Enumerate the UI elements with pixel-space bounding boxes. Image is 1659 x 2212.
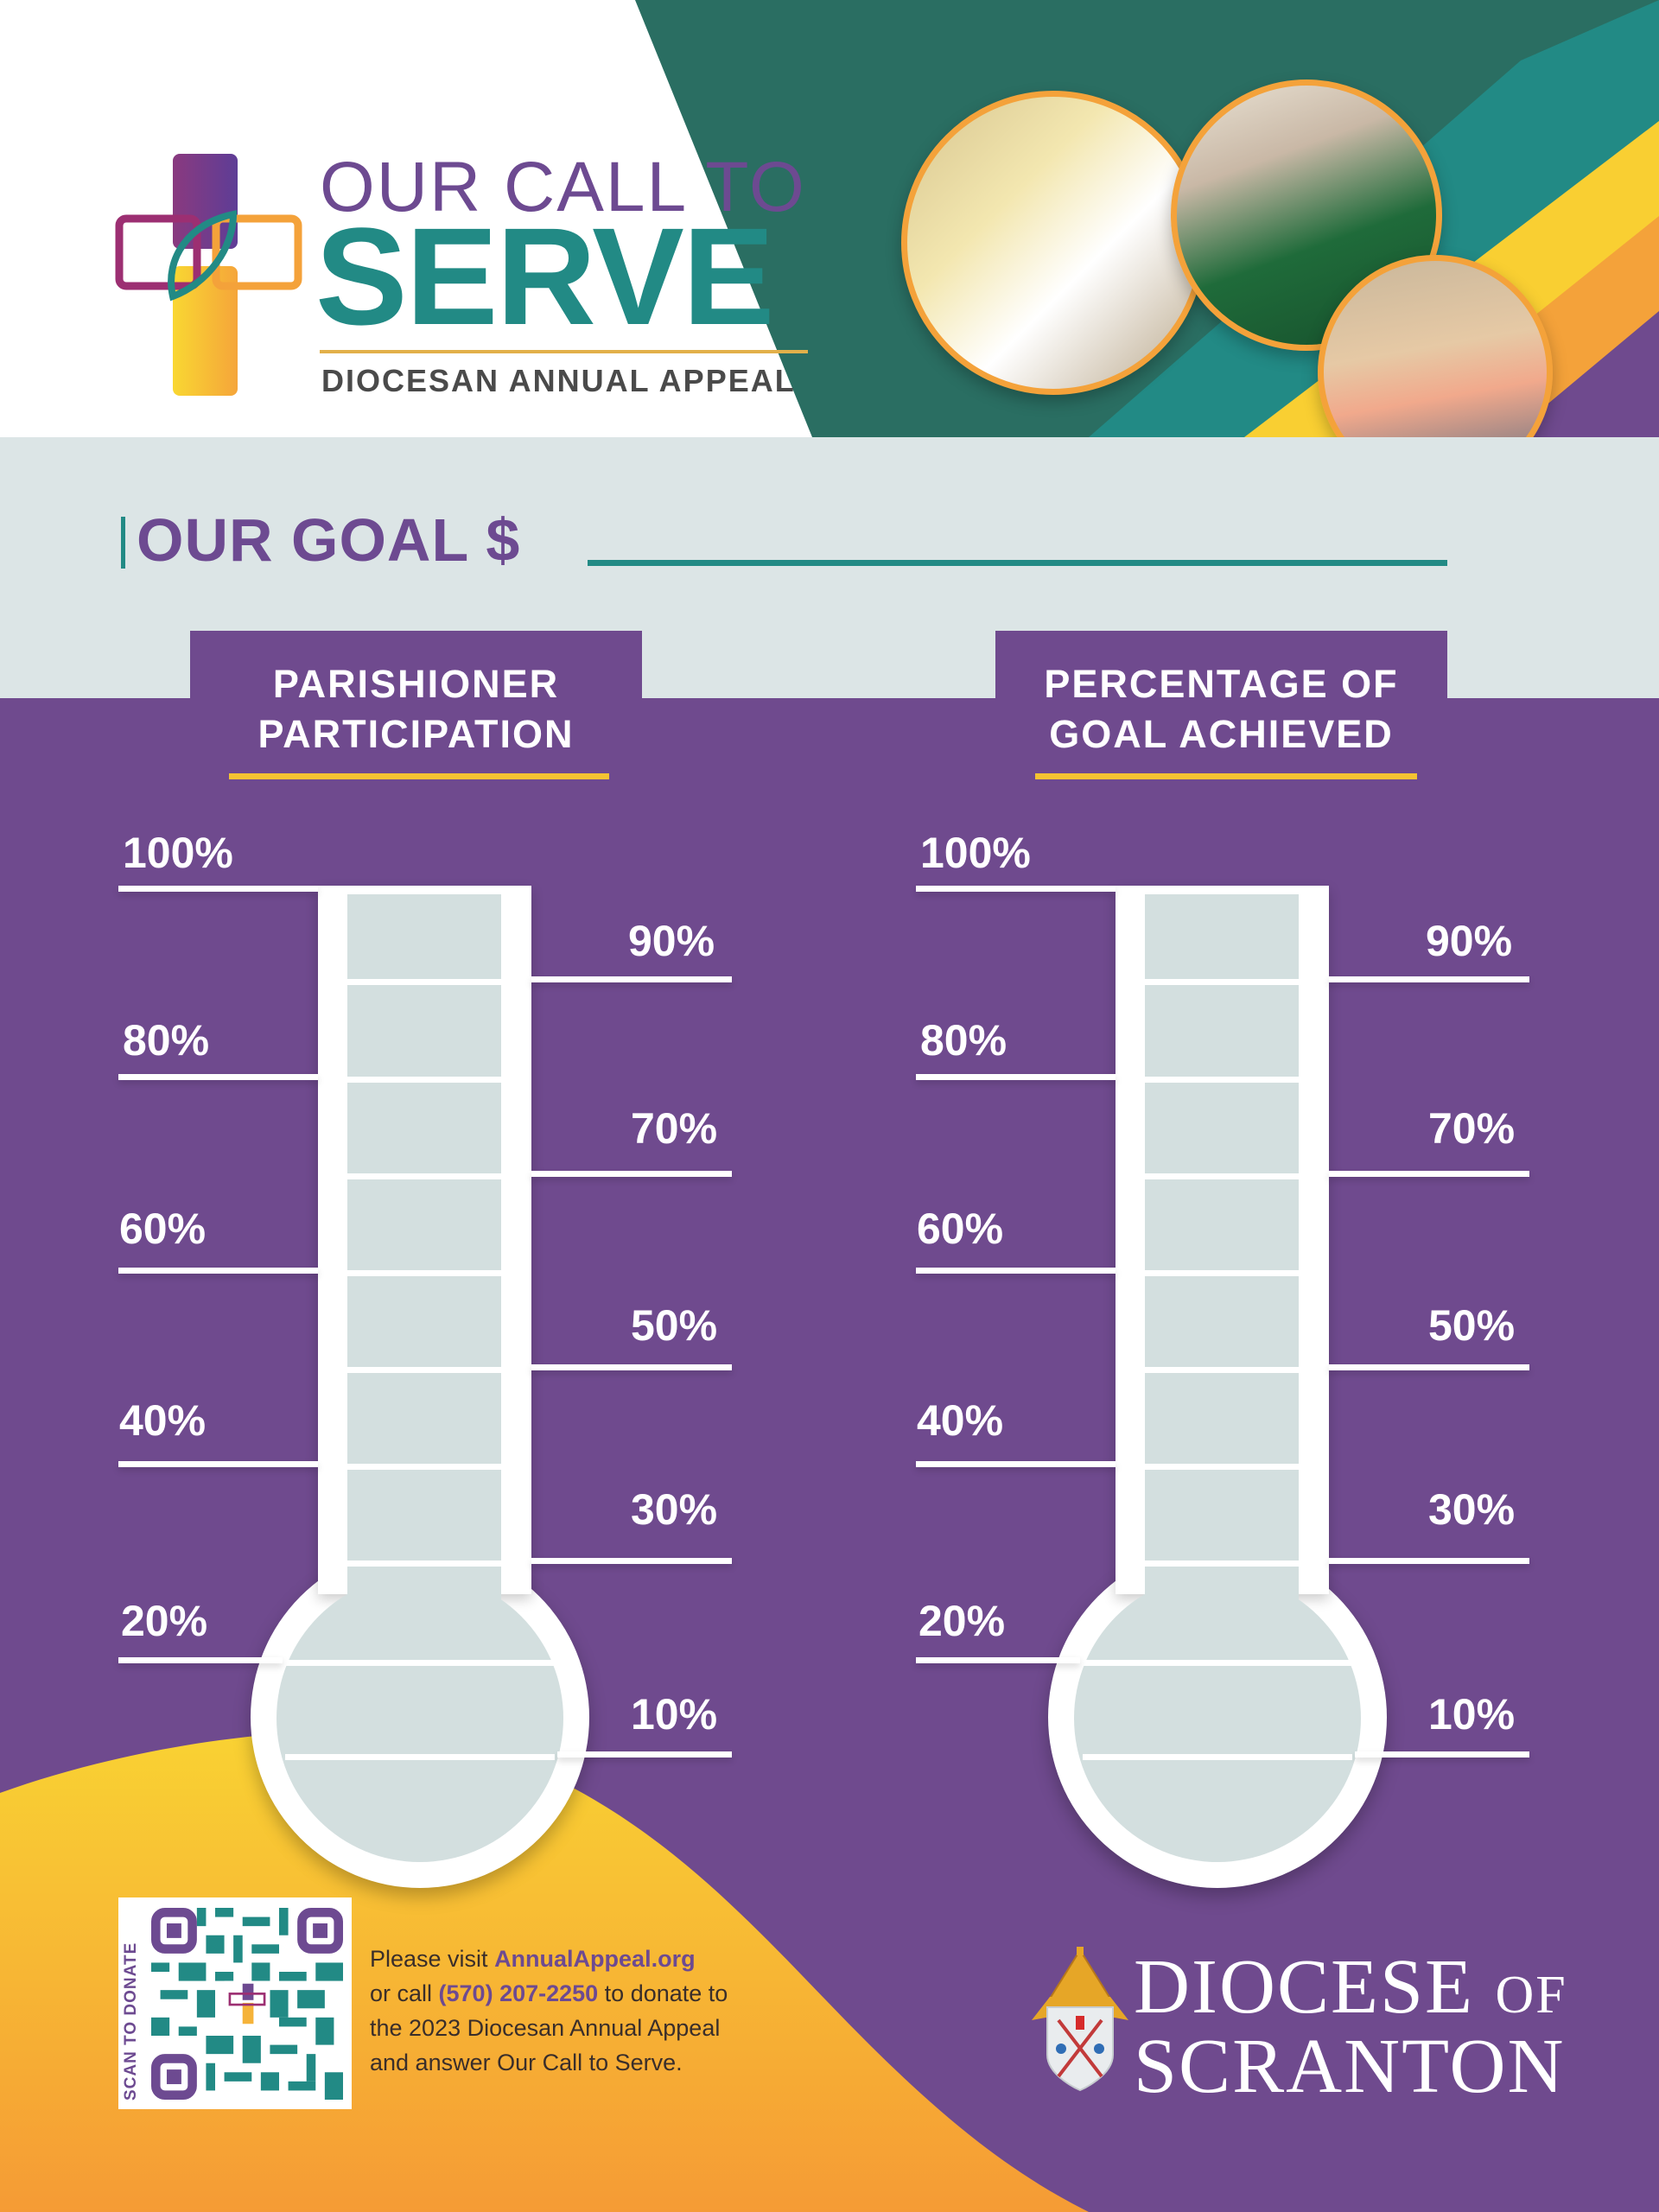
cross-logo-icon	[115, 154, 302, 396]
segment-divider	[347, 1367, 501, 1373]
tick-line-100	[916, 886, 1116, 892]
tick-label-100: 100%	[920, 829, 1031, 877]
tick-line-60	[916, 1268, 1116, 1274]
donation-info-text: Please visit AnnualAppeal.org or call (5…	[370, 1942, 819, 2080]
thermometer-tube-fill[interactable]	[1145, 894, 1299, 1629]
goal-amount-blank-line[interactable]	[588, 560, 1447, 566]
tick-line-20	[118, 1657, 283, 1663]
scan-to-donate-label: SCAN TO DONATE	[122, 1942, 140, 2101]
tick-label-20: 20%	[121, 1597, 208, 1645]
segment-divider	[278, 1660, 562, 1666]
goal-achieved-title-line2: GOAL ACHIEVED	[1049, 712, 1394, 756]
phone-link[interactable]: (570) 207-2250	[438, 1980, 599, 2006]
diocese-name-line1: DIOCESE OF	[1134, 1948, 1567, 2026]
subtitle-diocesan-annual-appeal: DIOCESAN ANNUAL APPEAL	[321, 363, 796, 398]
info-line-answer: and answer Our Call to Serve.	[370, 2050, 683, 2075]
segment-divider	[1145, 979, 1299, 985]
tick-label-10: 10%	[1428, 1690, 1516, 1738]
diocese-name-line2: SCRANTON	[1134, 2024, 1566, 2109]
info-donate-text: to donate to	[598, 1980, 728, 2006]
tick-label-50: 50%	[631, 1301, 718, 1350]
title-divider	[320, 350, 808, 353]
tick-line-40	[118, 1461, 318, 1467]
segment-divider	[347, 1077, 501, 1083]
tick-label-80: 80%	[920, 1016, 1007, 1065]
tick-line-50	[1329, 1364, 1529, 1370]
tick-label-40: 40%	[917, 1396, 1004, 1445]
participation-tab	[190, 631, 642, 786]
tick-label-10: 10%	[631, 1690, 718, 1738]
segment-divider	[1076, 1660, 1359, 1666]
qr-code-icon	[151, 1908, 343, 2100]
segment-divider	[1083, 1754, 1352, 1760]
thermometer-tube-fill[interactable]	[347, 894, 501, 1629]
goal-achieved-title-line1: PERCENTAGE OF	[1044, 662, 1399, 706]
tick-label-100: 100%	[123, 829, 233, 877]
segment-divider	[1145, 1367, 1299, 1373]
tick-line-80	[916, 1074, 1116, 1080]
tick-line-60	[118, 1268, 318, 1274]
tick-label-40: 40%	[119, 1396, 207, 1445]
segment-divider	[285, 1754, 555, 1760]
tick-label-50: 50%	[1428, 1301, 1516, 1350]
tick-label-70: 70%	[1428, 1104, 1516, 1153]
segment-divider	[347, 979, 501, 985]
goal-achieved-title-underline	[1035, 773, 1417, 779]
tick-line-30	[1329, 1558, 1529, 1564]
diocese-coat-of-arms-icon	[1032, 1947, 1128, 2092]
tick-label-90: 90%	[628, 917, 715, 965]
segment-divider	[347, 1173, 501, 1179]
tick-line-50	[531, 1364, 732, 1370]
tick-label-90: 90%	[1426, 917, 1513, 965]
participation-title-line2: PARTICIPATION	[257, 712, 575, 756]
tick-line-30	[531, 1558, 732, 1564]
header: OUR CALL TO SERVE DIOCESAN ANNUAL APPEAL	[0, 0, 1659, 437]
website-link[interactable]: AnnualAppeal.org	[494, 1946, 696, 1972]
info-call-text: or call	[370, 1980, 439, 2006]
participation-title-line1: PARISHIONER	[272, 662, 560, 706]
bishop-ordination-photo	[901, 91, 1205, 395]
tick-line-90	[531, 976, 732, 982]
tick-label-70: 70%	[631, 1104, 718, 1153]
segment-divider	[1145, 1270, 1299, 1276]
segment-divider	[347, 1270, 501, 1276]
tick-line-10	[1355, 1751, 1529, 1758]
participation-title-underline	[229, 773, 609, 779]
goal-achieved-title: PERCENTAGE OF GOAL ACHIEVED	[995, 659, 1447, 760]
diocese-word: DIOCESE	[1134, 1944, 1474, 2030]
segment-divider	[1145, 1077, 1299, 1083]
food-pantry-volunteer-photo	[1318, 255, 1553, 437]
segment-divider	[1145, 1464, 1299, 1470]
info-visit-text: Please visit	[370, 1946, 495, 1972]
segment-divider	[347, 1560, 501, 1567]
of-word: OF	[1495, 1966, 1567, 2024]
tick-line-100	[118, 886, 318, 892]
qr-code-card[interactable]: SCAN TO DONATE	[118, 1897, 352, 2109]
tick-line-20	[916, 1657, 1080, 1663]
tick-line-80	[118, 1074, 318, 1080]
goal-label: OUR GOAL $	[137, 506, 521, 574]
diocese-name: DIOCESE OF SCRANTON	[1134, 1948, 1567, 2106]
title-our-call-to: OUR CALL TO	[320, 148, 806, 226]
tick-line-70	[1329, 1171, 1529, 1177]
tick-label-30: 30%	[631, 1485, 718, 1534]
segment-divider	[347, 1464, 501, 1470]
segment-divider	[1145, 1560, 1299, 1567]
tick-label-30: 30%	[1428, 1485, 1516, 1534]
tick-label-80: 80%	[123, 1016, 210, 1065]
title-serve: SERVE	[315, 199, 775, 353]
tick-line-40	[916, 1461, 1116, 1467]
tick-line-10	[557, 1751, 732, 1758]
segment-divider	[1145, 1173, 1299, 1179]
tick-line-90	[1329, 976, 1529, 982]
goal-accent-bar	[121, 517, 125, 569]
tick-line-70	[531, 1171, 732, 1177]
tick-label-20: 20%	[918, 1597, 1006, 1645]
goal-achieved-tab	[995, 631, 1447, 786]
participation-title: PARISHIONER PARTICIPATION	[190, 659, 642, 760]
tick-label-60: 60%	[917, 1205, 1004, 1253]
tick-label-60: 60%	[119, 1205, 207, 1253]
info-line-appeal: the 2023 Diocesan Annual Appeal	[370, 2015, 721, 2041]
